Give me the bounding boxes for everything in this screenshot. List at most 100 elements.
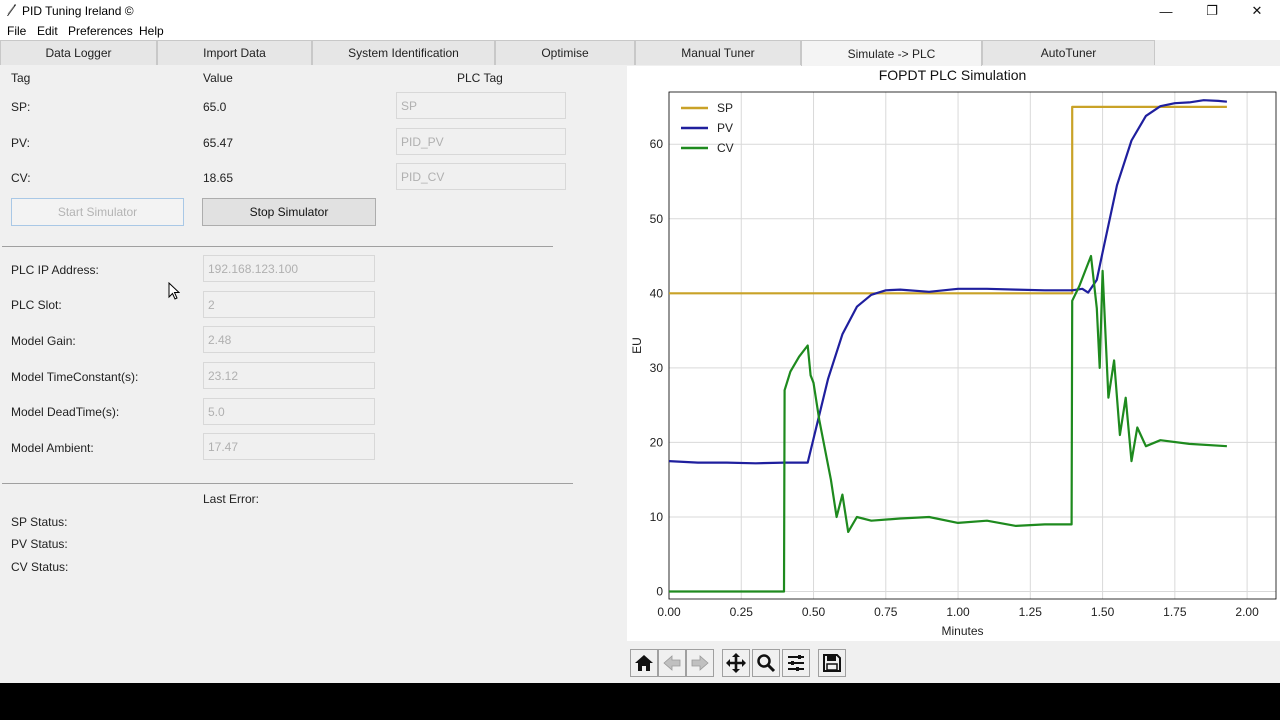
minimize-icon: — (1159, 3, 1173, 19)
forward-button[interactable] (686, 649, 714, 677)
simulation-panel: Tag Value PLC Tag SP: 65.0 PV: 65.47 CV:… (0, 66, 627, 683)
zoom-icon (757, 654, 776, 673)
chart[interactable]: 0.00 0.25 0.50 0.75 1.00 1.25 1.50 1.75 2.00 0 10 2… (627, 66, 1280, 641)
back-button[interactable] (658, 649, 686, 677)
legend-label: SP (717, 101, 733, 115)
configure-subplots-button[interactable] (782, 649, 810, 677)
zoom-button[interactable] (752, 649, 780, 677)
tab-label: Manual Tuner (681, 46, 755, 60)
value-header: Value (203, 71, 233, 85)
app-window: PID Tuning Ireland © — ❐ ✕ File Edit Pre… (0, 0, 1280, 683)
plc-ip-field[interactable] (203, 255, 375, 282)
sp-label: SP: (11, 100, 31, 114)
plc-slot-label: PLC Slot: (11, 298, 62, 312)
axes-border (668, 91, 1277, 600)
model-gain-field[interactable] (203, 326, 375, 353)
tab-label: Simulate -> PLC (847, 46, 936, 61)
x-tick-label: 0.25 (730, 605, 754, 619)
x-tick-label: 1.50 (1091, 605, 1115, 619)
model-gain-label: Model Gain: (11, 334, 76, 348)
sp-plc-tag-field[interactable] (396, 92, 566, 119)
tab-label: Import Data (203, 46, 266, 60)
legend-label: PV (717, 121, 733, 135)
menu-file[interactable]: File (7, 24, 27, 38)
minimize-button[interactable]: — (1143, 0, 1189, 22)
menu-edit[interactable]: Edit (37, 24, 58, 38)
y-tick-label: 10 (650, 510, 664, 524)
model-dead-time-label: Model DeadTime(s): (11, 405, 120, 419)
plc-slot-field[interactable] (203, 291, 375, 318)
restore-button[interactable]: ❐ (1189, 0, 1235, 22)
tag-header: Tag (11, 71, 31, 85)
tab-label: System Identification (348, 46, 459, 60)
tab-label: AutoTuner (1040, 46, 1097, 60)
stop-simulator-button[interactable]: Stop Simulator (202, 198, 376, 226)
save-icon (823, 654, 841, 672)
tab-label: Data Logger (45, 46, 112, 60)
menu-help[interactable]: Help (139, 24, 164, 38)
close-button[interactable]: ✕ (1234, 0, 1280, 22)
tab-optimise[interactable]: Optimise (495, 40, 635, 65)
tab-data-logger[interactable]: Data Logger (0, 40, 157, 65)
x-axis-label: Minutes (941, 624, 983, 638)
y-axis-label: EU (630, 337, 644, 354)
x-tick-label: 0.00 (657, 605, 681, 619)
chart-legend: SP PV CV (681, 101, 734, 155)
save-figure-button[interactable] (818, 649, 846, 677)
tab-autotuner[interactable]: AutoTuner (982, 40, 1155, 65)
mouse-cursor-icon (168, 282, 180, 300)
divider (2, 246, 553, 247)
pv-status-label: PV Status: (11, 537, 68, 551)
cv-plc-tag-field[interactable] (396, 163, 566, 190)
x-tick-label: 0.75 (874, 605, 898, 619)
series-line-cv (669, 254, 1227, 593)
plot-area: 0.00 0.25 0.50 0.75 1.00 1.25 1.50 1.75 2.00 0 10 2… (627, 66, 1280, 641)
home-icon (635, 655, 653, 671)
y-tick-label: 20 (650, 435, 664, 449)
model-ambient-field[interactable] (203, 433, 375, 460)
model-time-constant-label: Model TimeConstant(s): (11, 370, 139, 384)
plot-toolbar (627, 641, 1280, 683)
configure-icon (788, 655, 804, 671)
x-tick-label: 1.75 (1163, 605, 1187, 619)
start-simulator-button[interactable]: Start Simulator (11, 198, 184, 226)
window-title: PID Tuning Ireland © (22, 4, 134, 18)
pv-value: 65.47 (203, 136, 234, 150)
x-tick-label: 0.50 (802, 605, 826, 619)
restore-icon: ❐ (1206, 3, 1218, 18)
x-tick-label: 1.00 (946, 605, 970, 619)
tab-manual-tuner[interactable]: Manual Tuner (635, 40, 801, 65)
y-tick-label: 60 (650, 137, 664, 151)
model-ambient-label: Model Ambient: (11, 441, 94, 455)
title-bar: PID Tuning Ireland © — ❐ ✕ (0, 0, 1280, 22)
chart-title: FOPDT PLC Simulation (879, 67, 1027, 83)
y-tick-label: 40 (650, 286, 664, 300)
model-dead-time-field[interactable] (203, 398, 375, 425)
pan-button[interactable] (722, 649, 750, 677)
home-button[interactable] (630, 649, 658, 677)
screen-bottom-bar (0, 683, 1280, 720)
pv-label: PV: (11, 136, 30, 150)
feather-icon (7, 4, 16, 16)
y-tick-label: 0 (656, 585, 663, 599)
pv-plc-tag-field[interactable] (396, 128, 566, 155)
last-error-label: Last Error: (203, 492, 260, 506)
tab-simulate-plc[interactable]: Simulate -> PLC (801, 40, 982, 66)
menu-preferences[interactable]: Preferences (68, 24, 133, 38)
y-tick-label: 50 (650, 212, 664, 226)
tab-system-identification[interactable]: System Identification (312, 40, 495, 65)
cv-label: CV: (11, 171, 31, 185)
forward-icon (691, 655, 709, 671)
x-tick-label: 1.25 (1019, 605, 1043, 619)
tab-label: Optimise (541, 46, 589, 60)
y-tick-label: 30 (650, 361, 664, 375)
model-time-constant-field[interactable] (203, 362, 375, 389)
back-icon (663, 655, 681, 671)
plc-ip-label: PLC IP Address: (11, 263, 99, 277)
x-tick-label: 2.00 (1235, 605, 1259, 619)
sp-value: 65.0 (203, 100, 227, 114)
tab-bar: Data Logger Import Data System Identific… (0, 40, 1280, 66)
divider (2, 483, 573, 484)
tab-import-data[interactable]: Import Data (157, 40, 312, 65)
sp-status-label: SP Status: (11, 515, 68, 529)
